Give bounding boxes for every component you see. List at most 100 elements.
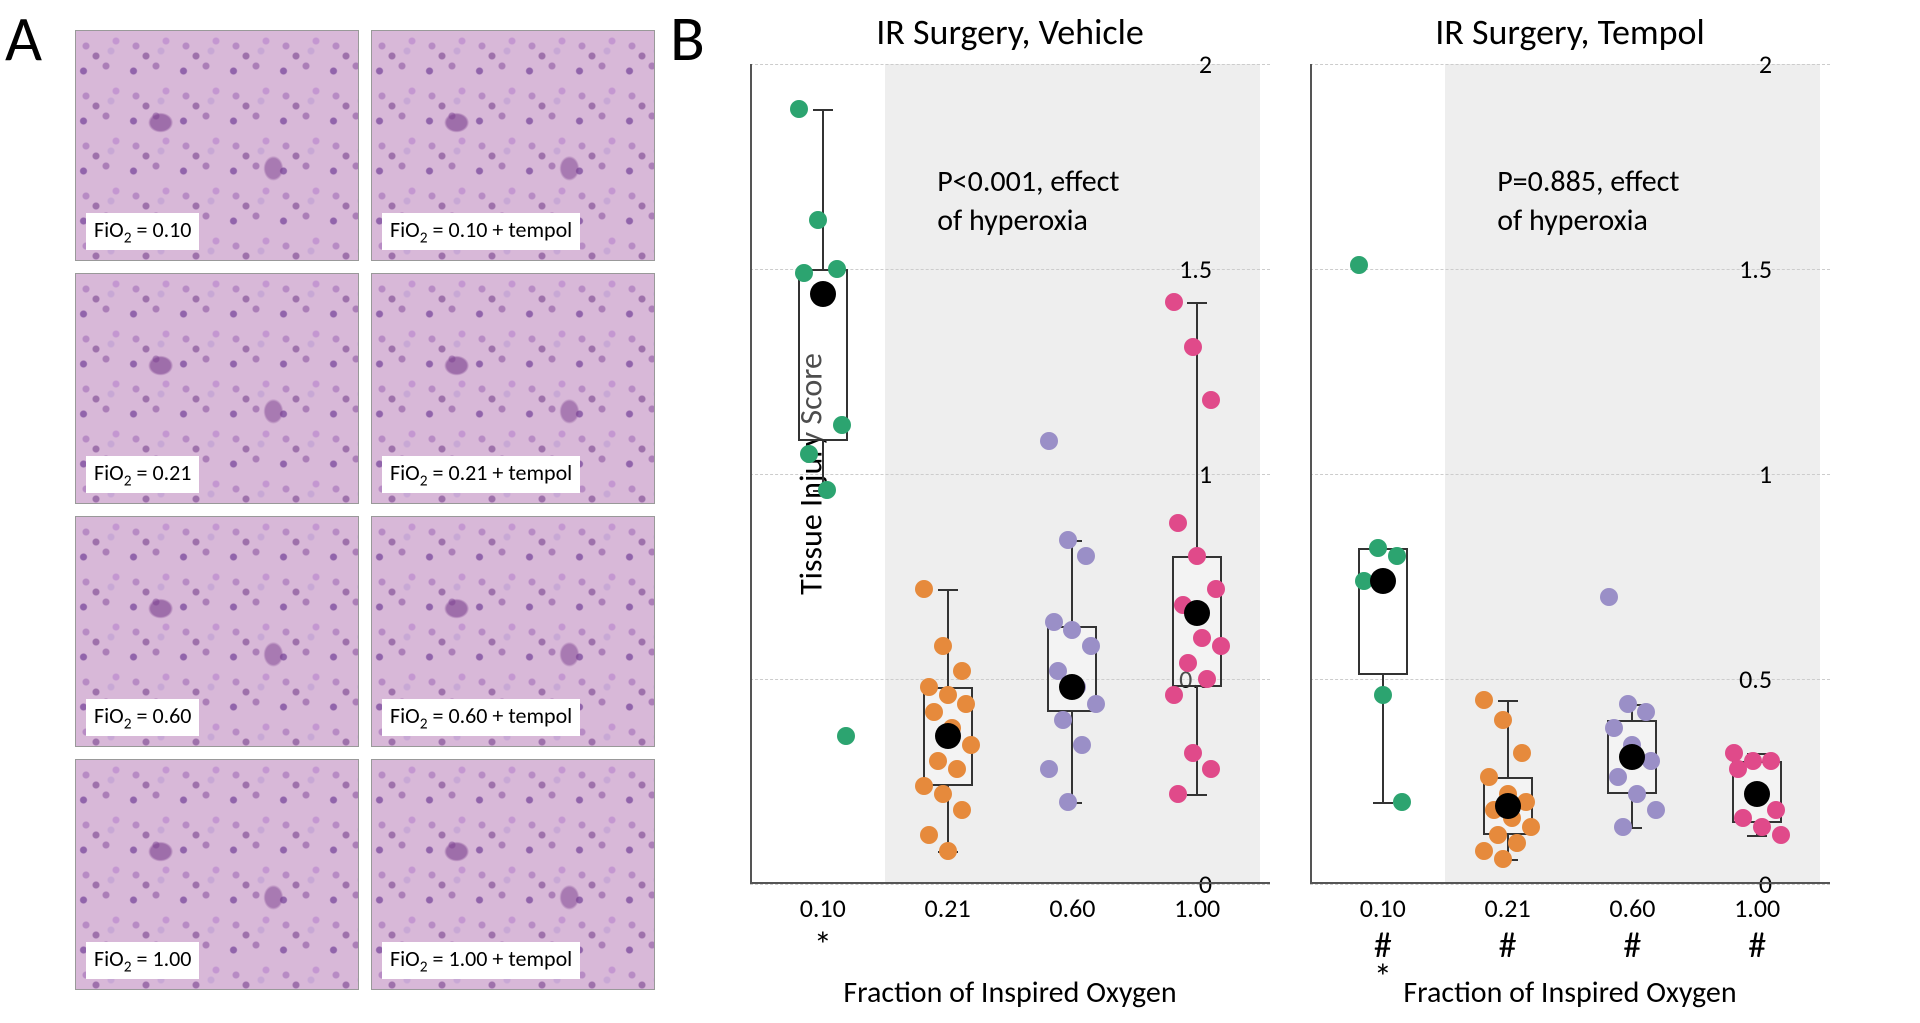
data-point — [795, 264, 813, 282]
data-point — [1762, 752, 1780, 770]
data-point — [920, 678, 938, 696]
histology-image: FiO2 = 0.10 — [75, 30, 359, 261]
panel-a: A FiO2 = 0.10FiO2 = 0.10 + tempolFiO2 = … — [0, 0, 680, 1023]
data-point — [939, 842, 957, 860]
median-point — [1370, 568, 1396, 594]
histology-label: FiO2 = 0.60 + tempol — [382, 699, 580, 736]
histology-grid: FiO2 = 0.10FiO2 = 0.10 + tempolFiO2 = 0.… — [75, 30, 655, 990]
data-point — [1165, 686, 1183, 704]
data-point — [1772, 826, 1790, 844]
data-point — [1082, 637, 1100, 655]
data-point — [1207, 580, 1225, 598]
data-point — [1725, 744, 1743, 762]
data-point — [1494, 850, 1512, 868]
data-point — [1374, 686, 1392, 704]
x-axis-title: Fraction of Inspired Oxygen — [750, 974, 1270, 1011]
chart-title: IR Surgery, Vehicle — [750, 10, 1270, 54]
panel-a-label: A — [5, 0, 42, 78]
x-tick-label: 0.60 — [1609, 892, 1655, 924]
figure-container: A FiO2 = 0.10FiO2 = 0.10 + tempolFiO2 = … — [0, 0, 1920, 1023]
data-point — [1188, 547, 1206, 565]
x-tick-label: 0.21 — [1485, 892, 1531, 924]
data-point — [957, 695, 975, 713]
x-tick-label: 0.21 — [925, 892, 971, 924]
data-point — [1628, 785, 1646, 803]
boxplot — [798, 64, 848, 884]
data-point — [939, 686, 957, 704]
data-point — [1729, 760, 1747, 778]
chart-title: IR Surgery, Tempol — [1310, 10, 1830, 54]
data-point — [1077, 547, 1095, 565]
data-point — [1637, 703, 1655, 721]
significance-marker: # — [1499, 929, 1517, 961]
median-point — [1059, 674, 1085, 700]
data-point — [1063, 621, 1081, 639]
panel-b: B IR Surgery, Vehicle00.511.52Tissue Inj… — [680, 0, 1920, 1023]
median-point — [810, 281, 836, 307]
data-point — [1212, 637, 1230, 655]
histology-image: FiO2 = 0.60 — [75, 516, 359, 747]
median-point — [1184, 600, 1210, 626]
data-point — [833, 416, 851, 434]
data-point — [828, 260, 846, 278]
data-point — [1054, 711, 1072, 729]
y-axis-line — [1310, 64, 1312, 884]
histology-image: FiO2 = 0.21 — [75, 273, 359, 504]
data-point — [809, 211, 827, 229]
data-point — [1600, 588, 1618, 606]
median-point — [1495, 793, 1521, 819]
data-point — [1508, 834, 1526, 852]
data-point — [1393, 793, 1411, 811]
charts-container: IR Surgery, Vehicle 00.511.52Tissue Injur… — [680, 10, 1920, 1011]
x-tick-label: 0.10 — [800, 892, 846, 924]
data-point — [790, 100, 808, 118]
significance-marker: #* — [1374, 929, 1392, 994]
data-point — [1614, 818, 1632, 836]
x-tick-label: 0.60 — [1049, 892, 1095, 924]
data-point — [1169, 785, 1187, 803]
data-point — [934, 785, 952, 803]
data-point — [1609, 768, 1627, 786]
data-point — [1059, 531, 1077, 549]
data-point — [1522, 818, 1540, 836]
data-point — [1073, 736, 1091, 754]
gridline — [1310, 884, 1830, 885]
histology-image: FiO2 = 1.00 — [75, 759, 359, 990]
data-point — [1059, 793, 1077, 811]
histology-image: FiO2 = 0.10 + tempol — [371, 30, 655, 261]
data-point — [1753, 818, 1771, 836]
chart: IR Surgery, Vehicle 00.511.52Tissue Injur… — [750, 10, 1270, 1011]
histology-image: FiO2 = 1.00 + tempol — [371, 759, 655, 990]
data-point — [934, 637, 952, 655]
significance-marker: * — [814, 929, 832, 961]
significance-marker: # — [1748, 929, 1766, 961]
data-point — [1513, 744, 1531, 762]
data-point — [1350, 256, 1368, 274]
data-point — [1179, 654, 1197, 672]
data-point — [1475, 842, 1493, 860]
data-point — [1193, 629, 1211, 647]
histology-label: FiO2 = 0.60 — [86, 699, 199, 736]
median-point — [935, 723, 961, 749]
data-point — [925, 703, 943, 721]
data-point — [1087, 695, 1105, 713]
plot-area: 00.511.520.100.210.601.00P=0.885, effect… — [1310, 64, 1830, 884]
data-point — [1165, 293, 1183, 311]
histology-image: FiO2 = 0.21 + tempol — [371, 273, 655, 504]
histology-label: FiO2 = 0.21 — [86, 456, 199, 493]
x-tick-label: 1.00 — [1174, 892, 1220, 924]
data-point — [962, 736, 980, 754]
data-point — [1619, 695, 1637, 713]
histology-image: FiO2 = 0.60 + tempol — [371, 516, 655, 747]
median-point — [1619, 744, 1645, 770]
chart: IR Surgery, Tempol 00.511.520.100.210.601… — [1310, 10, 1830, 1011]
data-point — [1480, 768, 1498, 786]
data-point — [915, 777, 933, 795]
panel-b-label: B — [670, 0, 705, 78]
data-point — [948, 760, 966, 778]
data-point — [818, 481, 836, 499]
boxplot — [1358, 64, 1408, 884]
y-axis-line — [750, 64, 752, 884]
data-point — [1647, 801, 1665, 819]
plot-area: 00.511.52Tissue Injury Score0.100.210.60… — [750, 64, 1270, 884]
